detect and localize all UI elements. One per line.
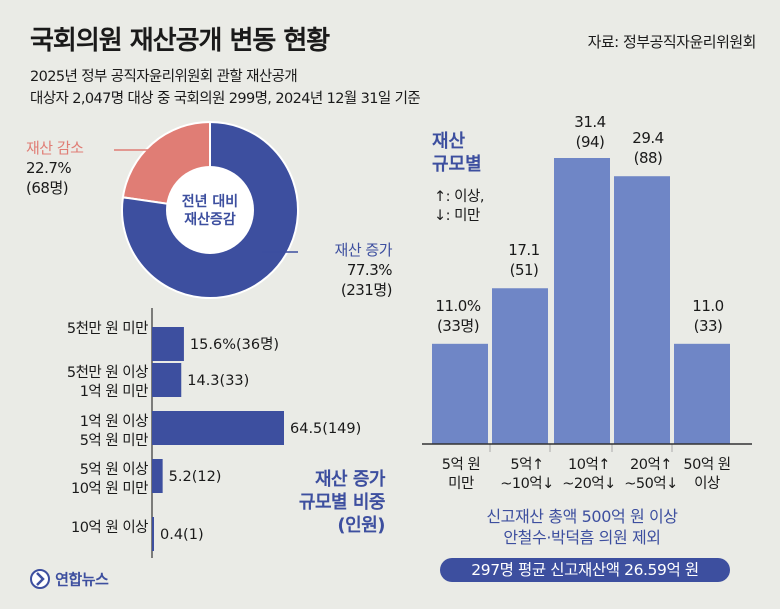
hbar-bar-4: [152, 459, 163, 493]
pie-decrease-name: 재산 감소: [26, 139, 84, 157]
vbar-title-line-2: 규모별: [432, 154, 482, 175]
vbar-category-4: 20억↑ ~50억↓: [614, 456, 688, 494]
vbar-category-2: 5억↑ ~10억↓: [490, 456, 564, 494]
vbar-title-line-1: 재산: [432, 131, 466, 152]
vbar-value-4-pct: 29.4: [632, 129, 664, 147]
hbar-title: 재산 증가 규모별 비중 (인원): [250, 468, 386, 537]
pie-decrease-label: 재산 감소 22.7% (68명): [26, 138, 84, 198]
vbar-value-3-pct: 31.4: [574, 113, 606, 131]
pie-increase-leader: [262, 251, 298, 253]
hbar-title-line-1: 재산 증가: [314, 469, 386, 490]
hbar-category-4-line-1: 5억 원 이상: [79, 462, 149, 478]
vbar-bar-1: [432, 343, 488, 444]
hbar-category-2-line-2: 1억 원 미만: [79, 384, 149, 400]
pie-decrease-leader: [114, 149, 150, 151]
hbar-category-3: 1억 원 이상 5억 원 미만: [16, 413, 149, 451]
hbar-value-label-4: 5.2(12): [169, 469, 222, 485]
vbar-value-2: 17.1 (51): [490, 240, 558, 280]
hbar-bar-3: [152, 411, 284, 445]
subtitle-line-1: 2025년 정부 공직자윤리위원회 관할 재산공개: [30, 69, 298, 85]
vbar-category-3-line-1: 10억↑: [568, 457, 610, 473]
vbar-value-5-count: (33): [693, 317, 723, 335]
vbar-value-2-pct: 17.1: [508, 241, 540, 259]
page-title: 국회의원 재산공개 변동 현황: [30, 26, 330, 56]
hbar-category-4: 5억 원 이상 10억 원 미만: [16, 461, 149, 499]
vbar-value-4-count: (88): [633, 149, 663, 167]
hbar-category-1: 5천만 원 미만: [16, 320, 149, 339]
pie-increase-value: 77.3%: [346, 261, 393, 279]
hbar-category-5: 10억 원 이상: [16, 519, 149, 538]
vbar-category-4-line-2: ~50억↓: [624, 476, 678, 492]
hbar-bar-1: [152, 327, 184, 361]
vbar-value-4: 29.4 (88): [614, 128, 682, 168]
vbar-value-5-pct: 11.0: [692, 297, 724, 315]
vbar-category-3: 10억↑ ~20억↓: [552, 456, 626, 494]
vbar-bar-4: [614, 176, 670, 444]
logo-text: 연합뉴스: [55, 570, 109, 589]
vbar-category-3-line-2: ~20억↓: [562, 476, 616, 492]
vbar-category-1-line-2: 미만: [448, 476, 474, 492]
hbar-chart: 15.6%(36명) 14.3(33) 64.5(149) 5.2(12) 0.4(1): [151, 308, 361, 558]
hbar-category-3-line-2: 5억 원 미만: [79, 433, 149, 449]
hbar-value-label-3: 64.5(149): [290, 421, 361, 437]
hbar-value-label-2: 14.3(33): [187, 373, 249, 389]
vbar-value-1-count: (33명): [436, 317, 480, 335]
vbar-bar-5: [674, 343, 730, 444]
vbar-title: 재산 규모별: [432, 130, 482, 176]
pie-title-line-2: 재산증감: [184, 211, 236, 228]
hbar-bar-5: [152, 517, 154, 551]
hbar-value-label-1: 15.6%(36명): [190, 336, 279, 353]
yonhap-logo-icon: [30, 569, 50, 589]
hbar-category-4-line-2: 10억 원 미만: [70, 481, 149, 497]
hbar-bar-2: [152, 363, 182, 397]
pie-chart: 전년 대비 재산증감: [121, 120, 299, 299]
hbar-category-3-line-1: 1억 원 이상: [79, 414, 149, 430]
hbar-title-line-3: (인원): [337, 515, 385, 536]
subtitle-line-2: 대상자 2,047명 대상 중 국회의원 299명, 2024년 12월 31일…: [30, 91, 421, 107]
pie-increase-label: 재산 증가 77.3% (231명): [300, 240, 393, 300]
pie-title-line-1: 전년 대비: [182, 193, 238, 210]
vbar-category-1: 5억 원 미만: [424, 456, 498, 494]
vbar-category-2-line-1: 5억↑: [510, 457, 544, 473]
hbar-title-line-2: 규모별 비중: [298, 492, 386, 513]
vbar-bar-3: [554, 158, 610, 444]
pie-hole: [166, 166, 254, 254]
pie-decrease-value: 22.7%: [26, 159, 72, 177]
vbar-value-1-pct: 11.0%: [435, 297, 481, 315]
pie-decrease-count: (68명): [26, 179, 69, 197]
vbar-value-2-count: (51): [509, 261, 539, 279]
vbar-value-5: 11.0 (33): [674, 296, 742, 336]
pie-increase-count: (231명): [340, 281, 393, 299]
vbar-note-line-1: 신고재산 총액 500억 원 이상: [486, 507, 678, 526]
vbar-note-line-2: 안철수·박덕흠 의원 제외: [503, 528, 661, 547]
hbar-category-5-line-1: 10억 원 이상: [70, 520, 149, 536]
vbar-bar-2: [492, 288, 548, 444]
vbar-category-5-line-2: 이상: [694, 476, 720, 492]
pie-increase-name: 재산 증가: [334, 241, 393, 259]
hbar-category-2-line-1: 5천만 원 이상: [66, 365, 149, 381]
source-label: 자료: 정부공직자윤리위원회: [587, 33, 757, 51]
vbar-legend-line-1: ↑: 이상,: [434, 189, 484, 205]
hbar-category-1-line-1: 5천만 원 미만: [66, 321, 149, 337]
vbar-value-1: 11.0% (33명): [424, 296, 492, 336]
logo: 연합뉴스: [30, 568, 109, 590]
vbar-legend-line-2: ↓: 미만: [434, 208, 480, 224]
vbar-value-3-count: (94): [575, 133, 605, 151]
vbar-note: 신고재산 총액 500억 원 이상 안철수·박덕흠 의원 제외: [432, 506, 732, 548]
vbar-chart: [422, 158, 752, 452]
vbar-legend: ↑: 이상, ↓: 미만: [434, 188, 484, 226]
hbar-category-2: 5천만 원 이상 1억 원 미만: [16, 364, 149, 402]
subtitle: 2025년 정부 공직자윤리위원회 관할 재산공개 대상자 2,047명 대상 …: [30, 66, 421, 110]
vbar-category-5: 50억 원 이상: [670, 456, 744, 494]
vbar-average-badge: 297명 평균 신고재산액 26.59억 원: [440, 558, 730, 582]
vbar-value-3: 31.4 (94): [556, 112, 624, 152]
hbar-value-label-5: 0.4(1): [160, 527, 204, 543]
vbar-category-2-line-2: ~10억↓: [500, 476, 554, 492]
vbar-category-4-line-1: 20억↑: [630, 457, 672, 473]
vbar-category-1-line-1: 5억 원: [441, 457, 481, 473]
vbar-category-5-line-1: 50억 원: [683, 457, 731, 473]
